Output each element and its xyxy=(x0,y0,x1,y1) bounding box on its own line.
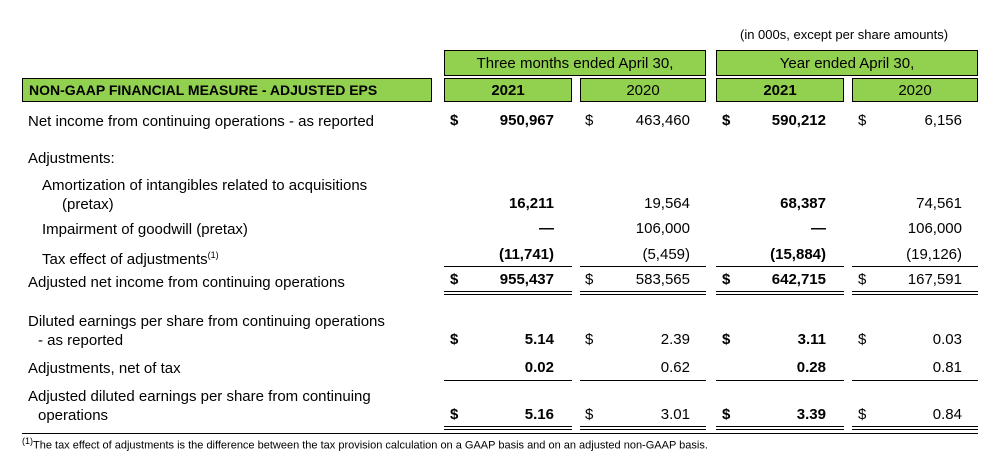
header-three-months: Three months ended April 30, xyxy=(444,50,706,76)
value-adj-net-2020q: 583,565 xyxy=(635,271,690,288)
header-2021-y: 2021 xyxy=(716,78,844,102)
currency-symbol: $ xyxy=(585,331,594,348)
double-underline xyxy=(580,291,706,295)
value-tax-2021q: (11,741) xyxy=(498,246,554,263)
value-adj-diluted-2021q: 5.16 xyxy=(524,406,554,423)
row-label-adjustments-net-of-tax: Adjustments, net of tax xyxy=(28,360,181,377)
row-label-adjusted-diluted-eps-cont: operations xyxy=(38,407,109,424)
footnote-ref: (1) xyxy=(207,250,219,260)
double-underline xyxy=(852,291,978,295)
value-diluted-2021y: 3.11 xyxy=(797,331,826,348)
row-label-diluted-eps: Diluted earnings per share from continui… xyxy=(28,313,385,330)
double-underline xyxy=(852,426,978,430)
double-underline xyxy=(716,426,844,430)
value-net-income-2021y: 590,212 xyxy=(771,112,826,129)
currency-symbol: $ xyxy=(858,112,867,129)
value-impair-2021y: — xyxy=(811,220,826,237)
row-label-diluted-eps-cont: - as reported xyxy=(38,332,124,349)
row-label-impairment: Impairment of goodwill (pretax) xyxy=(42,221,248,238)
value-impair-2020y: 106,000 xyxy=(907,220,962,237)
value-diluted-2021q: 5.14 xyxy=(524,331,554,348)
currency-symbol: $ xyxy=(450,271,459,288)
value-amort-2020q: 19,564 xyxy=(644,195,690,212)
row-label-adjustments: Adjustments: xyxy=(28,150,115,167)
value-net-income-2020y: 6,156 xyxy=(924,112,962,129)
row-label-adjusted-diluted-eps: Adjusted diluted earnings per share from… xyxy=(28,388,371,405)
divider xyxy=(444,266,572,267)
double-underline xyxy=(716,291,844,295)
value-adj-tax-2020q: 0.62 xyxy=(660,359,690,376)
value-diluted-2020q: 2.39 xyxy=(660,331,690,348)
value-amort-2021y: 68,387 xyxy=(780,195,826,212)
double-underline xyxy=(444,291,572,295)
footnote: (1)The tax effect of adjustments is the … xyxy=(22,436,708,452)
currency-symbol: $ xyxy=(450,112,459,129)
value-net-income-2021q: 950,967 xyxy=(499,112,554,129)
currency-symbol: $ xyxy=(722,406,731,423)
value-amort-2020y: 74,561 xyxy=(916,195,962,212)
currency-symbol: $ xyxy=(585,406,594,423)
divider xyxy=(852,380,978,381)
value-tax-2021y: (15,884) xyxy=(770,246,826,263)
divider xyxy=(852,266,978,267)
currency-symbol: $ xyxy=(585,112,594,129)
table-title: NON-GAAP FINANCIAL MEASURE - ADJUSTED EP… xyxy=(22,78,432,102)
value-adj-diluted-2021y: 3.39 xyxy=(796,406,826,423)
value-net-income-2020q: 463,460 xyxy=(635,112,690,129)
currency-symbol: $ xyxy=(585,271,594,288)
value-adj-tax-2020y: 0.81 xyxy=(932,359,962,376)
value-impair-2021q: — xyxy=(539,220,554,237)
row-label-net-income: Net income from continuing operations - … xyxy=(28,113,375,130)
currency-symbol: $ xyxy=(722,331,731,348)
divider xyxy=(580,380,706,381)
divider xyxy=(444,380,572,381)
currency-symbol: $ xyxy=(450,406,459,423)
value-adj-net-2021y: 642,715 xyxy=(771,271,826,288)
value-tax-2020q: (5,459) xyxy=(642,246,690,263)
value-adj-diluted-2020q: 3.01 xyxy=(660,406,690,423)
currency-symbol: $ xyxy=(722,112,731,129)
value-amort-2021q: 16,211 xyxy=(508,195,554,212)
double-underline xyxy=(580,426,706,430)
row-label-tax-effect: Tax effect of adjustments(1) xyxy=(42,250,219,268)
divider xyxy=(716,266,844,267)
value-adj-net-2020y: 167,591 xyxy=(907,271,962,288)
header-2020-y: 2020 xyxy=(852,78,978,102)
footnote-marker: (1) xyxy=(22,436,33,446)
value-adj-tax-2021y: 0.28 xyxy=(796,359,826,376)
header-year-ended: Year ended April 30, xyxy=(716,50,978,76)
double-underline xyxy=(444,426,572,430)
row-label-adjusted-net-income: Adjusted net income from continuing oper… xyxy=(28,274,345,291)
value-adj-tax-2021q: 0.02 xyxy=(524,359,554,376)
value-adj-diluted-2020y: 0.84 xyxy=(932,406,962,423)
currency-symbol: $ xyxy=(858,331,867,348)
row-label-amortization: Amortization of intangibles related to a… xyxy=(42,177,368,194)
value-impair-2020q: 106,000 xyxy=(635,220,690,237)
currency-symbol: $ xyxy=(450,331,459,348)
value-adj-net-2021q: 955,437 xyxy=(499,271,554,288)
header-2021-q: 2021 xyxy=(444,78,572,102)
units-note: (in 000s, except per share amounts) xyxy=(740,27,949,42)
row-label-amortization-cont: (pretax) xyxy=(62,196,114,213)
header-2020-q: 2020 xyxy=(580,78,706,102)
currency-symbol: $ xyxy=(858,406,867,423)
currency-symbol: $ xyxy=(722,271,731,288)
value-tax-2020y: (19,126) xyxy=(906,246,962,263)
divider xyxy=(716,380,844,381)
value-diluted-2020y: 0.03 xyxy=(932,331,962,348)
divider xyxy=(580,266,706,267)
currency-symbol: $ xyxy=(858,271,867,288)
footnote-divider xyxy=(22,433,978,434)
